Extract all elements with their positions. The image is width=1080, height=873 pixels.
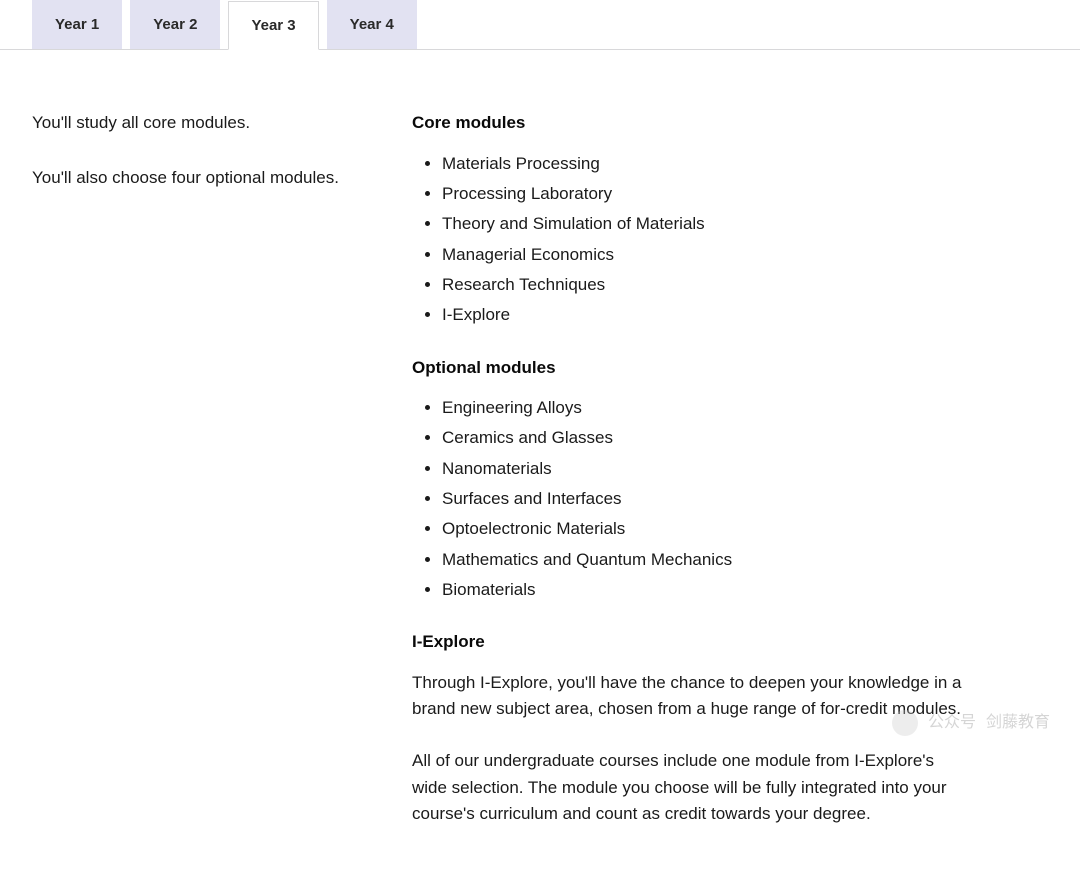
list-item: Biomaterials [442, 577, 972, 603]
list-item: Materials Processing [442, 151, 972, 177]
list-item: Mathematics and Quantum Mechanics [442, 547, 972, 573]
tab-year-3[interactable]: Year 3 [228, 1, 318, 50]
iexplore-para-1: Through I-Explore, you'll have the chanc… [412, 670, 972, 723]
iexplore-heading: I-Explore [412, 629, 972, 655]
list-item: I-Explore [442, 302, 972, 328]
list-item: Engineering Alloys [442, 395, 972, 421]
core-modules-list: Materials Processing Processing Laborato… [412, 151, 972, 329]
optional-modules-heading: Optional modules [412, 355, 972, 381]
list-item: Research Techniques [442, 272, 972, 298]
tabs-row: Year 1 Year 2 Year 3 Year 4 [0, 0, 1080, 50]
intro-para-1: You'll study all core modules. [32, 110, 372, 136]
list-item: Nanomaterials [442, 456, 972, 482]
list-item: Optoelectronic Materials [442, 516, 972, 542]
tab-year-4[interactable]: Year 4 [327, 0, 417, 49]
content-area: You'll study all core modules. You'll al… [0, 50, 1080, 873]
intro-column: You'll study all core modules. You'll al… [32, 110, 372, 853]
optional-modules-list: Engineering Alloys Ceramics and Glasses … [412, 395, 972, 603]
list-item: Managerial Economics [442, 242, 972, 268]
intro-para-2: You'll also choose four optional modules… [32, 165, 372, 191]
list-item: Surfaces and Interfaces [442, 486, 972, 512]
list-item: Processing Laboratory [442, 181, 972, 207]
list-item: Ceramics and Glasses [442, 425, 972, 451]
core-modules-heading: Core modules [412, 110, 972, 136]
tab-year-1[interactable]: Year 1 [32, 0, 122, 49]
modules-column: Core modules Materials Processing Proces… [412, 110, 972, 853]
tab-year-2[interactable]: Year 2 [130, 0, 220, 49]
list-item: Theory and Simulation of Materials [442, 211, 972, 237]
iexplore-para-2: All of our undergraduate courses include… [412, 748, 972, 827]
